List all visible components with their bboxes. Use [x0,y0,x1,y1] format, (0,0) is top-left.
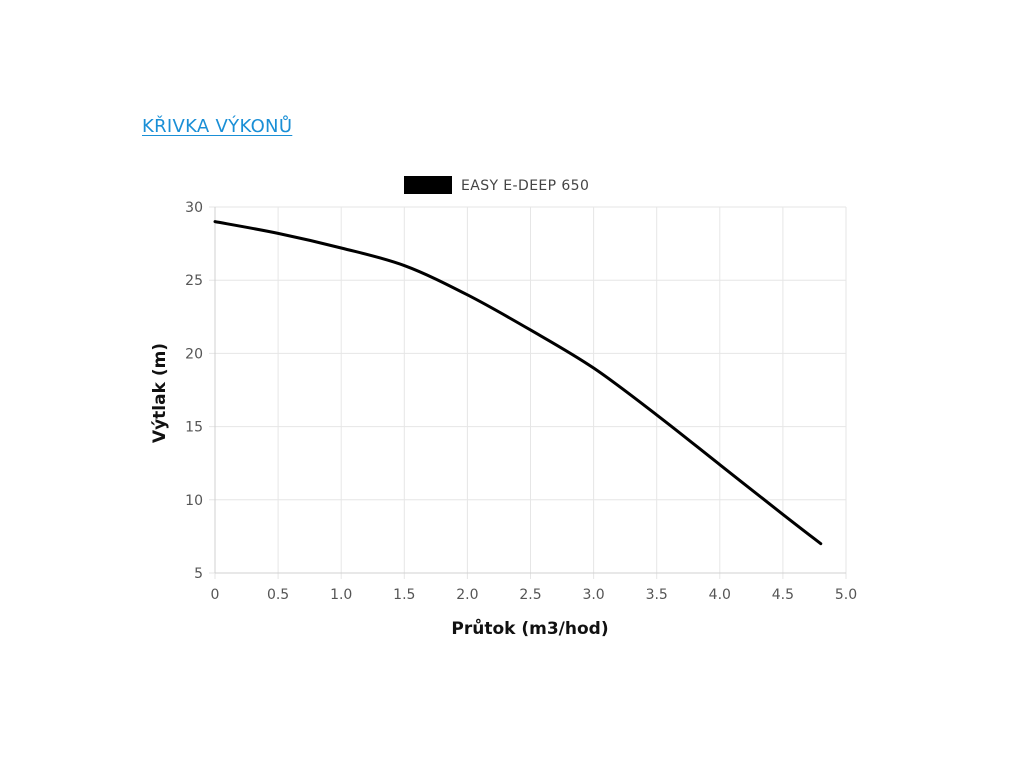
y-tick-label: 5 [194,566,203,582]
x-tick-label: 4.5 [772,587,794,603]
x-tick-label: 3.5 [646,587,668,603]
y-tick-label: 15 [185,420,203,436]
x-tick-label: 1.0 [330,587,352,603]
x-axis-title: Průtok (m3/hod) [451,617,608,639]
y-tick-label: 30 [185,200,203,216]
y-tick-label: 20 [185,346,203,362]
x-tick-label: 2.5 [519,587,541,603]
series-line [213,220,823,546]
x-tick-label: 2.0 [456,587,478,603]
legend-label: EASY E-DEEP 650 [461,178,589,194]
y-tick-label: 25 [185,273,203,289]
y-axis-title: Výtlak (m) [150,343,170,443]
legend-swatch [404,176,452,194]
performance-curve-link[interactable]: KŘIVKA VÝKONŮ [142,116,293,137]
x-tick-label: 0.5 [267,587,289,603]
chart-grid [209,206,847,579]
chart-axes: 0 0.5 1.0 1.5 2.0 2.5 3.0 3.5 4.0 4.5 5.0 5 10 15 20 25… [185,200,857,603]
x-tick-label: 0 [211,587,220,603]
x-tick-label: 3.0 [582,587,604,603]
chart-series [213,220,823,546]
chart-legend: EASY E-DEEP 650 [404,176,589,194]
x-tick-label: 4.0 [709,587,731,603]
x-tick-label: 1.5 [393,587,415,603]
y-tick-label: 10 [185,493,203,509]
x-tick-label: 5.0 [835,587,857,603]
